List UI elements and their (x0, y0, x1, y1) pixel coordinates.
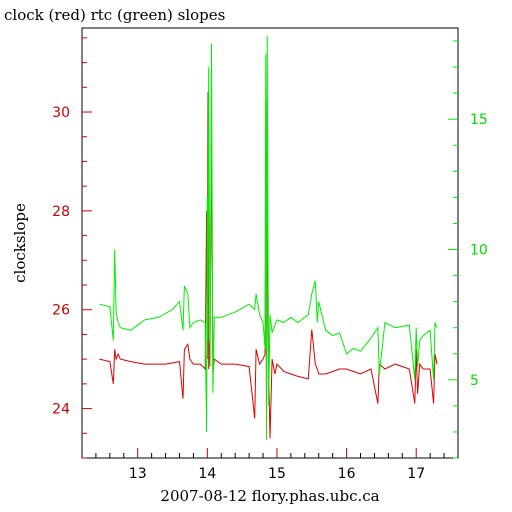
left-tick-label: 30 (52, 105, 70, 121)
plot-frame (81, 27, 459, 459)
series-group (99, 35, 438, 440)
right-tick-label: 15 (470, 112, 488, 128)
y-axis-label: clockslope (11, 203, 29, 283)
series-line-rtc (99, 35, 438, 440)
x-tick-label: 13 (129, 466, 147, 482)
left-tick-label: 26 (52, 303, 70, 319)
x-tick-label: 15 (268, 466, 286, 482)
left-axis: 24 26 28 30 (52, 37, 92, 459)
left-tick-label: 28 (52, 204, 70, 220)
left-tick-label: 24 (52, 402, 70, 418)
chart-title: clock (red) rtc (green) slopes (4, 6, 225, 24)
x-tick-label: 17 (407, 466, 425, 482)
x-axis-label: 2007-08-12 flory.phas.ubc.ca (160, 487, 379, 505)
right-tick-label: 10 (470, 243, 488, 259)
right-axis: 5 10 15 (448, 40, 488, 459)
x-tick-label: 14 (198, 466, 216, 482)
right-tick-label: 5 (470, 373, 479, 389)
x-tick-label: 16 (338, 466, 356, 482)
x-axis: 13 14 15 16 17 (81, 448, 459, 482)
